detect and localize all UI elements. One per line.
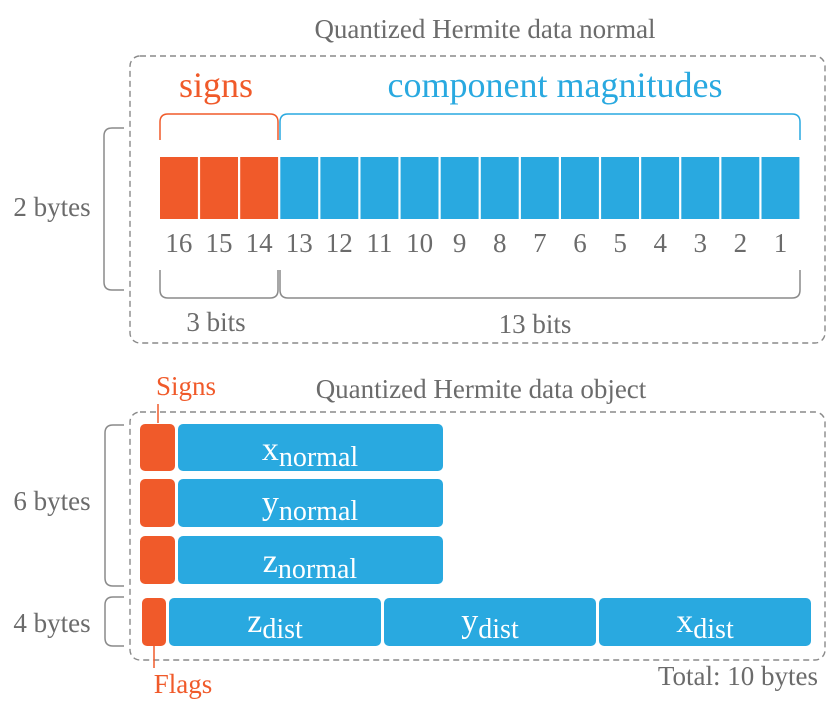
magnitude-bit-cell [480,157,519,219]
svg-text:zdist: zdist [247,603,303,645]
total-label: Total: 10 bytes [658,661,818,691]
dist-row: zdist ydist xdist [142,598,811,646]
normal-frame [129,55,826,344]
bit-number-label: 12 [326,228,353,258]
two-bytes-label: 2 bytes [13,192,90,222]
svg-text:ynormal: ynormal [262,485,359,527]
sign-block [140,536,175,584]
magnitude-bit-cell [601,157,639,219]
flags-callout-label: Flags [154,669,213,699]
magnitude-bit-cell [761,157,800,219]
magnitude-bit-cell [520,157,559,219]
bit-number-label: 1 [774,228,788,258]
flags-block [142,598,166,646]
z-dist-sub: dist [262,614,303,645]
signs-label: signs [179,65,253,105]
sign-bits-label: 3 bits [186,307,245,337]
normal-title: Quantized Hermite data normal [314,14,655,44]
normal-row-y: ynormal [140,479,443,527]
svg-text:znormal: znormal [263,543,358,585]
two-bytes-bracket [103,127,124,291]
bit-number-label: 14 [246,228,274,258]
four-bytes-bracket [104,596,124,647]
sign-bit-cell [160,157,198,219]
bit-number-label: 8 [493,228,507,258]
four-bytes-label: 4 bytes [13,608,90,638]
magnitude-bit-cell [681,157,720,219]
x-dist-base: x [676,603,693,640]
x-normal-base: x [262,431,279,468]
magnitude-bit-cell [440,157,479,219]
object-title: Quantized Hermite data object [316,374,647,404]
x-dist-sub: dist [693,614,734,645]
magnitude-bit-cell [320,157,359,219]
magnitudes-bracket [279,113,801,140]
magnitude-bit-cell [360,157,399,219]
y-dist-block [384,598,596,646]
normal-row-x: xnormal [140,424,443,473]
magnitude-bit-cell [641,157,680,219]
sign-block [140,424,175,471]
object-frame [129,411,826,661]
bit-number-label: 5 [613,228,627,258]
bit-number-label: 11 [366,228,392,258]
magnitude-bit-cell [280,157,319,219]
z-dist-base: z [247,603,262,640]
y-normal-sub: normal [279,496,359,527]
svg-text:ydist: ydist [461,603,519,645]
sign-bit-cell [240,157,279,219]
bit-number-label: 10 [406,228,433,258]
sign-bit-cell [200,157,238,219]
bit-number-label: 6 [573,228,587,258]
magnitude-bit-cell [561,157,599,219]
bit-number-label: 15 [206,228,233,258]
magnitude-bits-bracket [279,270,801,299]
sign-block [140,479,175,527]
signs-callout-label: Signs [156,371,216,401]
six-bytes-bracket [104,424,124,587]
six-bytes-label: 6 bytes [13,486,90,516]
magnitude-bit-cell [721,157,760,219]
bit-number-label: 13 [286,228,313,258]
x-normal-sub: normal [279,442,359,473]
z-normal-block [178,536,443,584]
y-dist-base: y [461,603,478,640]
y-normal-block [178,479,443,527]
svg-text:xnormal: xnormal [262,431,359,473]
y-dist-sub: dist [478,614,519,645]
bit-number-label: 7 [533,228,547,258]
magnitude-bit-cell [400,157,439,219]
sign-bits-bracket [159,270,279,299]
svg-text:xdist: xdist [676,603,734,645]
magnitude-bits-label: 13 bits [499,309,572,339]
bit-number-label: 2 [734,228,748,258]
x-dist-block [599,598,811,646]
z-normal-base: z [263,543,278,580]
bit-number-label: 3 [694,228,708,258]
normal-row-z: znormal [140,536,443,585]
bit-number-label: 4 [653,228,667,258]
z-normal-sub: normal [278,554,358,585]
x-normal-block [178,424,443,471]
signs-bracket [159,113,279,140]
y-normal-base: y [262,485,279,522]
magnitudes-label: component magnitudes [388,65,723,105]
bit-number-label: 9 [453,228,467,258]
z-dist-block [169,598,381,646]
bit-number-label: 16 [165,228,192,258]
